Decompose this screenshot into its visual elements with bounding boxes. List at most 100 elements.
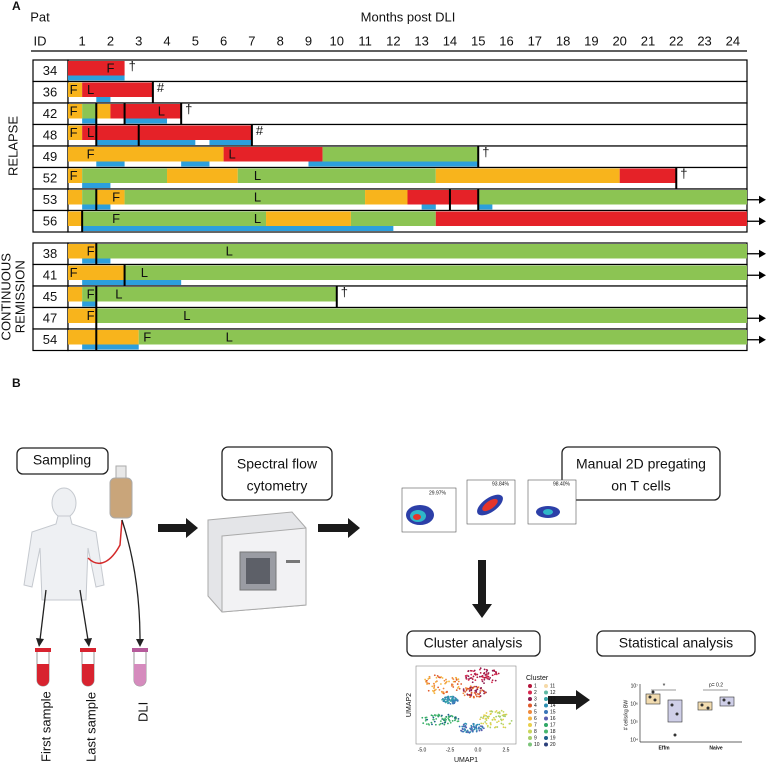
- umap-point: [442, 691, 445, 693]
- status-segment: [68, 211, 83, 226]
- umap-point: [433, 684, 436, 687]
- status-segment: [68, 308, 97, 323]
- patient-id: 42: [43, 106, 57, 121]
- status-segment: [82, 287, 337, 302]
- umap-point: [481, 680, 484, 683]
- umap-point: [444, 696, 447, 699]
- umap-point: [470, 691, 473, 694]
- step-box: [406, 630, 541, 657]
- umap-point: [482, 676, 484, 679]
- umap-point: [451, 715, 454, 718]
- x-tick-label: 20: [612, 33, 626, 48]
- end-symbol: †: [341, 284, 348, 299]
- sample-bar: [82, 118, 97, 124]
- legend-label: 19: [550, 735, 556, 741]
- status-letter: L: [226, 329, 233, 344]
- umap-point: [452, 701, 454, 703]
- umap-point: [457, 717, 460, 720]
- status-letter: F: [87, 146, 95, 161]
- legend-label: 12: [550, 690, 556, 696]
- step-title: Statistical analysis: [619, 635, 733, 651]
- umap-point: [480, 716, 482, 719]
- umap-point: [475, 730, 478, 733]
- umap-point: [449, 699, 452, 702]
- umap-point: [452, 699, 455, 701]
- end-symbol: †: [680, 166, 687, 181]
- umap-point: [454, 716, 457, 718]
- cytometer-icon: [207, 511, 307, 613]
- x-tick-label: 6: [220, 33, 227, 48]
- end-symbol: †: [482, 144, 489, 159]
- legend-swatch: [544, 690, 548, 695]
- stat-tick: 10⁶: [630, 701, 638, 707]
- sample-bar: [68, 75, 125, 81]
- stat-p: p= 0.2: [709, 682, 723, 688]
- stat-p: *: [663, 683, 666, 690]
- umap-point: [463, 728, 466, 730]
- legend-label: 6: [534, 716, 537, 722]
- umap-point: [479, 667, 482, 670]
- umap-point: [433, 720, 436, 723]
- umap-point: [435, 718, 438, 720]
- umap-point: [461, 725, 464, 728]
- umap-point: [473, 726, 476, 729]
- umap-point: [446, 698, 448, 701]
- umap-point: [494, 711, 497, 713]
- umap-point: [435, 714, 437, 717]
- umap-point: [448, 698, 451, 701]
- step-title: Spectral flow: [237, 456, 318, 472]
- iv-line: [87, 519, 123, 564]
- umap-point: [440, 714, 443, 717]
- umap-point: [490, 710, 493, 713]
- umap-point: [467, 669, 470, 672]
- step-title: on T cells: [611, 478, 670, 494]
- x-tick-label: 9: [305, 33, 312, 48]
- sample-bar: [82, 280, 182, 285]
- umap-point: [439, 722, 442, 725]
- umap-point: [452, 678, 455, 681]
- umap-point: [468, 690, 471, 692]
- umap-point: [488, 715, 490, 718]
- panel-label: A: [12, 0, 21, 13]
- sample-bar: [82, 226, 394, 231]
- umap-point: [425, 679, 428, 682]
- legend-title: Cluster: [526, 675, 549, 682]
- legend-label: 11: [550, 683, 555, 689]
- status-letter: F: [112, 189, 120, 204]
- group-label: RELAPSE: [5, 116, 20, 176]
- ongoing-arrowhead: [759, 271, 766, 280]
- umap-point: [460, 729, 463, 732]
- umap-point: [486, 724, 489, 727]
- umap-point: [483, 682, 485, 685]
- umap-point: [472, 722, 475, 725]
- umap-point: [433, 685, 436, 688]
- ongoing-arrowhead: [759, 314, 766, 323]
- umap-point: [470, 724, 473, 727]
- umap-point: [479, 692, 481, 694]
- x-tick-label: 1: [79, 33, 86, 48]
- patient-id: 47: [43, 311, 57, 326]
- umap-point: [441, 677, 444, 679]
- umap-point: [504, 726, 507, 729]
- umap-point: [443, 723, 446, 726]
- umap-point: [501, 714, 504, 717]
- umap-point: [462, 723, 465, 726]
- umap-point: [491, 681, 493, 684]
- umap-point: [456, 699, 459, 702]
- umap-point: [462, 728, 464, 731]
- umap-point: [446, 691, 448, 694]
- legend-label: 20: [550, 742, 556, 748]
- status-segment: [96, 104, 111, 119]
- umap-point: [474, 674, 477, 676]
- legend-label: 18: [550, 729, 556, 735]
- x-tick-label: 22: [669, 33, 683, 48]
- umap-point: [479, 695, 482, 697]
- umap-point: [465, 726, 468, 729]
- patient-id: 56: [43, 214, 57, 229]
- umap-point: [467, 731, 469, 734]
- status-letter: L: [228, 146, 235, 161]
- status-segment: [350, 211, 436, 226]
- umap-tick: 0.0: [475, 747, 482, 753]
- status-segment: [82, 125, 252, 140]
- end-symbol: †: [129, 58, 136, 73]
